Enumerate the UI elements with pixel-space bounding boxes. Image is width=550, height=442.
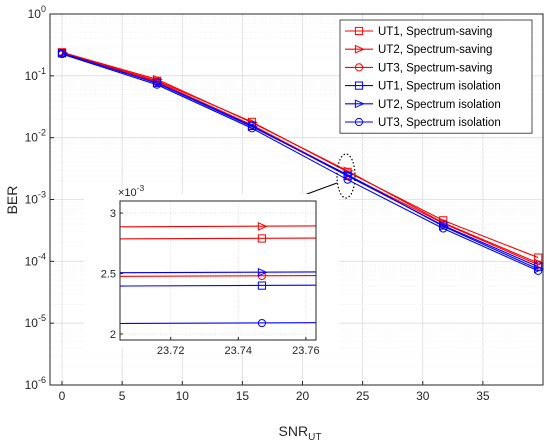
x-tick-label: 10 <box>176 389 190 403</box>
inset-series-1-point <box>257 234 267 243</box>
inset-series-2-point <box>257 222 268 231</box>
inset-chart: 23.72 23.74 23.76 2 2.5 3 ×10-3 <box>84 183 339 357</box>
legend-swatch-marker <box>354 117 364 127</box>
legend-entry-label: UT1, Spectrum isolation <box>378 81 501 93</box>
legend-swatch-marker <box>354 63 364 72</box>
main-series <box>57 47 545 276</box>
y-tick-label: 10-4 <box>25 251 46 268</box>
legend-entry-label: UT1, Spectrum-saving <box>378 26 492 38</box>
x-axis-label: SNRUT <box>279 423 322 442</box>
legend-box <box>339 19 533 134</box>
main-ticks: 0 5 10 15 20 25 30 35 100 10-1 10-2 10-3 10-4 10-5 10-… <box>25 4 490 403</box>
x-tick-label: 5 <box>119 389 126 403</box>
series-6-point <box>247 124 257 133</box>
inset-series-line-6 <box>119 322 317 325</box>
series-6-point <box>534 266 543 276</box>
series-line-3 <box>61 52 539 266</box>
legend-entry-label: UT2, Spectrum-saving <box>378 44 492 56</box>
inset-y-tick-label: 2 <box>110 329 116 341</box>
inset-series-6-point <box>257 318 267 328</box>
inset-x-tick-label: 23.72 <box>157 345 185 357</box>
series-6-point <box>57 49 67 59</box>
y-axis-label: BER <box>4 186 20 215</box>
legend-swatch-marker <box>354 44 365 54</box>
legend-entry-label: UT3, Spectrum isolation <box>378 117 501 129</box>
inset-series <box>119 222 317 328</box>
series-6-point <box>439 224 448 233</box>
y-tick-label: 10-1 <box>25 66 46 83</box>
legend-swatch-marker <box>354 99 365 109</box>
inset-y-tick-label: 3 <box>110 208 116 220</box>
inset-x-tick-label: 23.76 <box>292 345 320 357</box>
inset-background <box>84 194 339 348</box>
zoom-region-ellipse <box>336 153 356 199</box>
inset-series-line-3 <box>119 274 317 277</box>
x-tick-label: 20 <box>296 389 310 403</box>
series-line-6 <box>61 53 539 272</box>
inset-series-line-1 <box>119 237 317 240</box>
x-tick-label: 35 <box>476 389 490 403</box>
legend-swatch-marker <box>354 81 364 90</box>
y-tick-label: 100 <box>28 4 46 21</box>
inset-series-line-5 <box>119 271 317 274</box>
x-tick-label: 0 <box>59 389 66 403</box>
y-tick-label: 10-3 <box>25 190 46 207</box>
inset-series-4-point <box>257 281 267 290</box>
y-tick-label: 10-5 <box>25 313 46 330</box>
y-tick-label: 10-2 <box>25 128 46 145</box>
legend-entry-label: UT2, Spectrum isolation <box>378 99 501 111</box>
inset-grid <box>120 201 316 340</box>
inset-x-tick-label: 23.74 <box>225 345 253 357</box>
inset-frame <box>119 200 317 341</box>
inset-multiplier: ×10-3 <box>118 183 145 199</box>
inset-series-5-point <box>257 267 268 277</box>
y-tick-label: 10-6 <box>25 375 46 392</box>
inset-ticks: 23.72 23.74 23.76 2 2.5 3 <box>101 208 320 357</box>
x-tick-label: 25 <box>356 389 370 403</box>
x-tick-label: 30 <box>416 389 430 403</box>
inset-y-tick-label: 2.5 <box>101 269 116 281</box>
inset-series-line-4 <box>119 284 317 287</box>
inset-series-line-2 <box>119 225 317 228</box>
x-tick-label: 15 <box>236 389 250 403</box>
legend: UT1, Spectrum-saving UT2, Spectrum-saving… <box>339 19 533 134</box>
series-line-2 <box>61 51 539 264</box>
series-6-point <box>343 175 352 184</box>
series-line-5 <box>61 52 539 270</box>
legend-entry-label: UT3, Spectrum-saving <box>378 62 492 74</box>
legend-swatch-marker <box>354 26 364 36</box>
series-6-point <box>152 80 162 89</box>
